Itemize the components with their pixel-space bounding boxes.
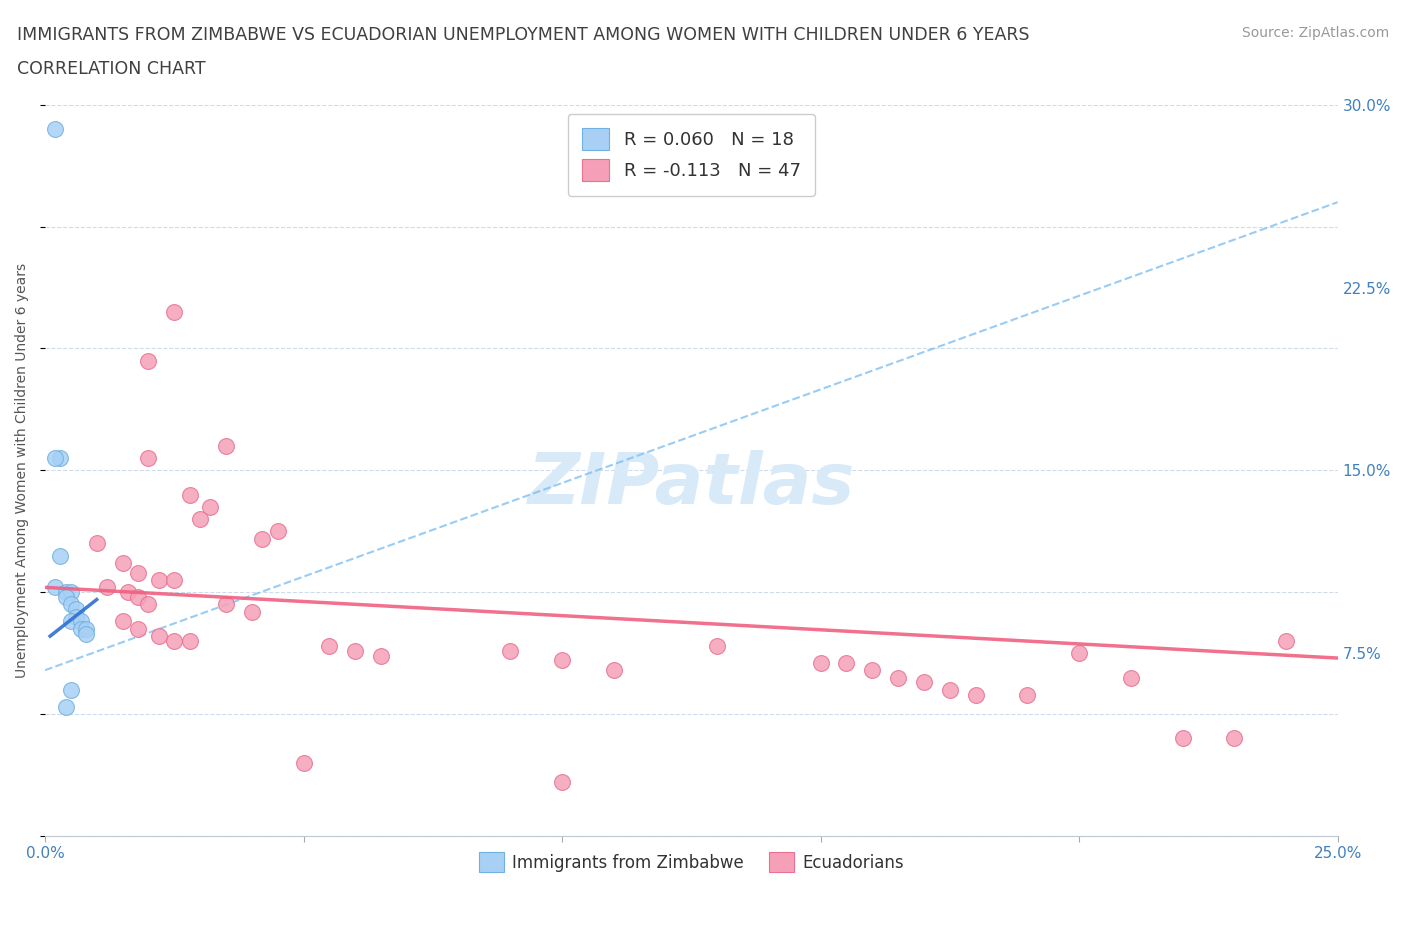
Point bbox=[1017, 687, 1039, 702]
Point bbox=[810, 656, 832, 671]
Point bbox=[266, 524, 288, 538]
Y-axis label: Unemployment Among Women with Children Under 6 years: Unemployment Among Women with Children U… bbox=[15, 263, 30, 678]
Point bbox=[318, 638, 340, 653]
Point bbox=[138, 597, 160, 612]
Point bbox=[138, 451, 160, 466]
Point bbox=[1119, 671, 1142, 685]
Point bbox=[55, 585, 77, 600]
Point bbox=[44, 580, 66, 595]
Point bbox=[939, 683, 962, 698]
Point bbox=[163, 573, 186, 588]
Text: CORRELATION CHART: CORRELATION CHART bbox=[17, 60, 205, 78]
Point bbox=[835, 656, 858, 671]
Point bbox=[44, 122, 66, 137]
Text: ZIPatlas: ZIPatlas bbox=[527, 450, 855, 520]
Point bbox=[1223, 731, 1246, 746]
Point bbox=[1171, 731, 1194, 746]
Point bbox=[148, 629, 170, 644]
Point bbox=[250, 531, 273, 546]
Text: IMMIGRANTS FROM ZIMBABWE VS ECUADORIAN UNEMPLOYMENT AMONG WOMEN WITH CHILDREN UN: IMMIGRANTS FROM ZIMBABWE VS ECUADORIAN U… bbox=[17, 26, 1029, 44]
Point bbox=[551, 775, 574, 790]
Point bbox=[127, 590, 149, 604]
Point bbox=[55, 699, 77, 714]
Point bbox=[887, 671, 910, 685]
Point bbox=[49, 548, 72, 563]
Point bbox=[59, 597, 82, 612]
Point bbox=[65, 609, 87, 624]
Point bbox=[344, 644, 367, 658]
Point bbox=[44, 451, 66, 466]
Point bbox=[70, 621, 93, 636]
Point bbox=[370, 648, 392, 663]
Point bbox=[127, 621, 149, 636]
Point bbox=[65, 602, 87, 617]
Point bbox=[1069, 645, 1091, 660]
Text: Source: ZipAtlas.com: Source: ZipAtlas.com bbox=[1241, 26, 1389, 40]
Point bbox=[163, 633, 186, 648]
Point bbox=[240, 604, 263, 619]
Point bbox=[292, 755, 315, 770]
Legend: Immigrants from Zimbabwe, Ecuadorians: Immigrants from Zimbabwe, Ecuadorians bbox=[472, 845, 911, 879]
Point bbox=[117, 585, 139, 600]
Point bbox=[148, 573, 170, 588]
Point bbox=[75, 621, 97, 636]
Point bbox=[111, 555, 134, 570]
Point bbox=[860, 663, 883, 678]
Point bbox=[55, 590, 77, 604]
Point bbox=[965, 687, 987, 702]
Point bbox=[551, 653, 574, 668]
Point bbox=[59, 614, 82, 629]
Point bbox=[138, 353, 160, 368]
Point bbox=[86, 536, 108, 551]
Point bbox=[188, 512, 211, 526]
Point bbox=[111, 614, 134, 629]
Point bbox=[215, 439, 238, 454]
Point bbox=[912, 675, 935, 690]
Point bbox=[59, 683, 82, 698]
Point bbox=[499, 644, 522, 658]
Point bbox=[179, 633, 201, 648]
Point bbox=[603, 663, 626, 678]
Point bbox=[75, 626, 97, 641]
Point bbox=[179, 487, 201, 502]
Point bbox=[200, 499, 222, 514]
Point bbox=[59, 585, 82, 600]
Point bbox=[96, 580, 118, 595]
Point bbox=[163, 304, 186, 319]
Point bbox=[49, 451, 72, 466]
Point bbox=[1275, 633, 1298, 648]
Point bbox=[706, 638, 728, 653]
Point bbox=[215, 597, 238, 612]
Point bbox=[127, 565, 149, 580]
Point bbox=[70, 614, 93, 629]
